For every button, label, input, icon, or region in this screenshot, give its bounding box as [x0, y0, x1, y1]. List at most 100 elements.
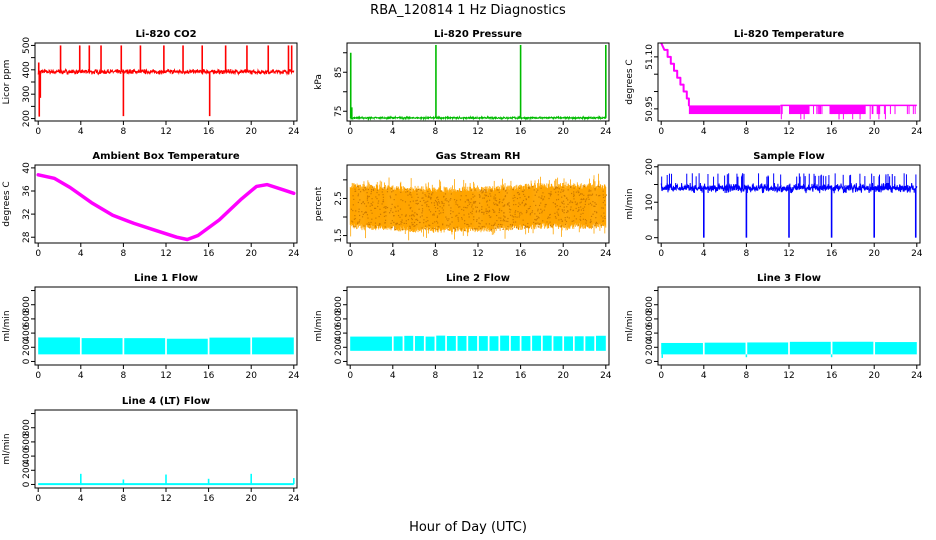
series-point [602, 201, 604, 204]
y-tick-label: 75 [334, 106, 344, 117]
series-point [455, 229, 457, 231]
series-band [500, 335, 510, 351]
series-point [523, 193, 525, 196]
series-point [604, 217, 606, 219]
series-point [489, 216, 491, 219]
series-point [580, 213, 582, 215]
series-point [502, 199, 504, 201]
series-point [413, 225, 415, 227]
series-line [660, 43, 690, 107]
y-tick-label: 0 [22, 481, 32, 487]
series-point [370, 209, 372, 212]
x-tick-label: 16 [826, 371, 838, 381]
series-point [396, 188, 398, 190]
x-tick-label: 20 [245, 494, 257, 504]
y-axis-label: ml/min [625, 310, 635, 341]
series-point [519, 214, 521, 216]
series-point [414, 212, 416, 214]
series-point [359, 191, 362, 193]
x-tick-label: 12 [783, 127, 794, 137]
series-point [412, 200, 414, 202]
series-point [416, 223, 418, 226]
series-point [392, 211, 394, 213]
x-tick-label: 4 [701, 249, 707, 259]
series-point [576, 204, 578, 206]
series-point [550, 193, 553, 195]
series-point [524, 195, 526, 197]
series-point [511, 224, 514, 226]
series-point [558, 188, 560, 190]
series-point [578, 206, 580, 209]
series-point [415, 219, 417, 221]
series-point [527, 225, 529, 228]
series-point [582, 212, 584, 215]
series-point [498, 201, 500, 203]
series-point [446, 224, 448, 226]
series-point [472, 208, 474, 210]
series-point [391, 227, 393, 229]
series-line [349, 115, 607, 121]
series-point [354, 217, 356, 220]
series-point [517, 227, 519, 229]
x-tick-label: 8 [433, 127, 439, 137]
series-point [579, 216, 582, 218]
series-point [487, 195, 489, 198]
series-point [573, 193, 575, 195]
series-point [595, 203, 597, 205]
series-point [549, 221, 551, 223]
series-point [600, 215, 602, 217]
series-point [418, 208, 420, 210]
x-tick-label: 24 [600, 249, 612, 259]
series-point [534, 223, 536, 225]
series-point [495, 197, 497, 199]
series-point [554, 212, 556, 214]
series-band [564, 336, 574, 351]
series-point [483, 213, 485, 215]
series-point [542, 198, 545, 200]
series-point [503, 215, 505, 217]
y-tick-label: 500 [22, 37, 32, 54]
series-point [579, 193, 582, 195]
series-point [363, 190, 365, 192]
series-point [429, 198, 432, 200]
series-point [503, 198, 505, 200]
series-point [416, 189, 418, 191]
series-point [409, 189, 411, 191]
series-point [533, 200, 535, 202]
series-point [436, 228, 438, 231]
series-point [452, 211, 454, 213]
series-point [385, 206, 387, 208]
series-point [553, 188, 555, 190]
series-point [577, 224, 579, 226]
series-point [490, 190, 492, 192]
series-point [431, 194, 433, 196]
series-point [594, 189, 596, 191]
series-point [538, 223, 540, 226]
series-point [549, 193, 551, 196]
series-point [585, 199, 587, 201]
series-point [518, 212, 521, 214]
series-point [448, 204, 450, 206]
series-point [415, 200, 417, 202]
series-point [478, 211, 480, 213]
series-point [451, 216, 453, 219]
x-tick-label: 16 [203, 494, 215, 504]
series-point [356, 185, 358, 188]
series-point [424, 202, 426, 204]
series-point [528, 226, 530, 228]
series-point [471, 213, 473, 215]
series-point [436, 202, 438, 204]
series-point [533, 221, 535, 224]
series-point [430, 202, 433, 204]
series-point [557, 187, 559, 189]
series-point [535, 219, 538, 221]
series-point [352, 204, 354, 206]
series-point [450, 207, 452, 209]
series-point [586, 198, 588, 200]
series-point [498, 202, 500, 204]
series-point [423, 199, 425, 202]
series-point [536, 218, 538, 220]
series-point [367, 188, 369, 191]
series-point [595, 221, 597, 223]
